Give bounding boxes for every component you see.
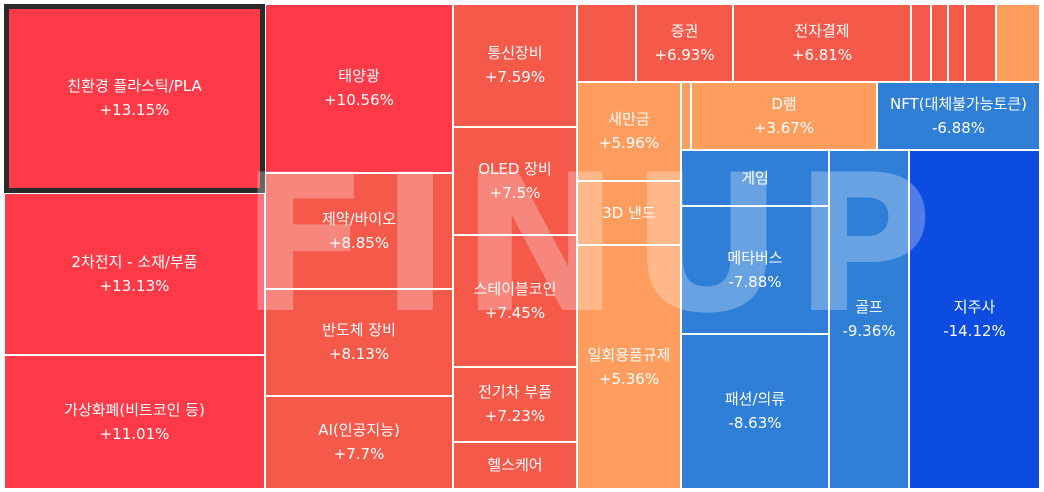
treemap-tile-small-26[interactable] [931,4,948,82]
tile-name-label: 반도체 장비 [322,321,396,339]
tile-change-label: -8.63% [728,414,782,432]
treemap-tile-전자결제[interactable]: 전자결제 +6.81% [733,4,911,82]
tile-name-label: 제약/바이오 [321,209,397,228]
tile-name-label: 3D 낸드 [602,203,656,222]
tile-name-label: 골프 [855,298,883,316]
tile-change-label: -7.88% [728,272,782,291]
tile-change-label: -14.12% [943,322,1006,340]
treemap-tile-oled-장비[interactable]: OLED 장비 +7.5% [453,127,577,235]
tile-name-label: 전기차 부품 [478,383,552,401]
tile-change-label: +5.36% [598,369,660,388]
treemap-tile-3d-낸드[interactable]: 3D 낸드 [577,181,681,245]
treemap-tile-지주사[interactable]: 지주사 -14.12% [909,150,1040,489]
treemap-tile-골프[interactable]: 골프 -9.36% [829,150,909,489]
tile-change-label: +7.59% [484,68,546,86]
tile-change-label: +7.5% [489,183,541,202]
tile-name-label: 게임 [741,168,769,187]
treemap-tile-친환경-플라스틱-pla[interactable]: 친환경 플라스틱/PLA +13.15% [4,4,265,193]
tile-name-label: 일회용품규제 [587,345,671,364]
treemap-tile-일회용품규제[interactable]: 일회용품규제 +5.36% [577,245,681,489]
tile-change-label: +7.7% [333,445,385,463]
treemap-tile-통신장비[interactable]: 통신장비 +7.59% [453,4,577,127]
tile-name-label: NFT(대체불가능토큰) [889,94,1028,113]
tile-name-label: 전자결제 [794,21,850,40]
treemap-tile-nft-대체불가능토큰[interactable]: NFT(대체불가능토큰) -6.88% [877,82,1040,150]
tile-name-label: AI(인공지능) [318,421,400,439]
treemap-tile-2차전지-소재-부품[interactable]: 2차전지 - 소재/부품 +13.13% [4,193,265,355]
treemap-tile-small-29[interactable] [996,4,1040,82]
treemap-tile-small-24[interactable] [577,4,636,82]
tile-change-label: -9.36% [842,322,896,340]
tile-change-label: +6.93% [654,45,715,64]
tile-name-label: 친환경 플라스틱/PLA [67,77,202,95]
tile-name-label: 태양광 [338,67,380,85]
tile-change-label: +6.81% [791,45,853,64]
tile-change-label: +3.67% [753,118,815,137]
tile-change-label: +7.45% [484,303,546,322]
tile-change-label: +5.96% [598,134,660,152]
treemap-tile-게임[interactable]: 게임 [681,150,829,206]
treemap-tile-전기차-부품[interactable]: 전기차 부품 +7.23% [453,367,577,442]
tile-name-label: 지주사 [953,298,996,316]
tile-name-label: 통신장비 [487,44,543,62]
treemap-tile-반도체-장비[interactable]: 반도체 장비 +8.13% [265,289,453,396]
tile-name-label: 스테이블코인 [473,279,557,298]
tile-change-label: +7.23% [484,407,546,425]
treemap-tile-d램[interactable]: D램 +3.67% [691,82,877,150]
tile-name-label: OLED 장비 [478,159,552,178]
tile-name-label: 헬스케어 [487,456,543,474]
tile-name-label: 새만금 [608,110,650,128]
treemap-tile-small-28[interactable] [965,4,996,82]
treemap-tile-가상화폐-비트코인-등[interactable]: 가상화폐(비트코인 등) +11.01% [4,355,265,489]
treemap-tile-small-27[interactable] [948,4,965,82]
tile-change-label: +13.13% [99,276,170,295]
treemap-tile-패션-의류[interactable]: 패션/의류 -8.63% [681,334,829,489]
tile-name-label: D램 [771,94,797,113]
treemap-tile-헬스케어[interactable]: 헬스케어 [453,442,577,489]
treemap-tile-ai-인공지능[interactable]: AI(인공지능) +7.7% [265,396,453,489]
tile-name-label: 증권 [670,21,699,40]
treemap-tile-태양광[interactable]: 태양광 +10.56% [265,4,453,173]
tile-name-label: 메타버스 [727,248,783,267]
treemap-tile-스테이블코인[interactable]: 스테이블코인 +7.45% [453,235,577,367]
treemap-tile-small-30[interactable] [681,82,691,150]
tile-change-label: +8.85% [328,233,390,252]
tile-name-label: 패션/의류 [724,390,786,408]
treemap-tile-메타버스[interactable]: 메타버스 -7.88% [681,206,829,334]
tile-change-label: +10.56% [324,91,394,109]
treemap-tile-증권[interactable]: 증권 +6.93% [636,4,733,82]
treemap-tile-새만금[interactable]: 새만금 +5.96% [577,82,681,181]
tile-change-label: +11.01% [99,424,170,443]
tile-change-label: +8.13% [328,345,390,363]
tile-change-label: -6.88% [931,118,986,137]
tile-name-label: 가상화폐(비트코인 등) [64,400,205,419]
tile-name-label: 2차전지 - 소재/부품 [71,252,198,271]
treemap-tile-제약-바이오[interactable]: 제약/바이오 +8.85% [265,173,453,289]
treemap-tile-small-25[interactable] [911,4,931,82]
tile-change-label: +13.15% [99,101,170,119]
